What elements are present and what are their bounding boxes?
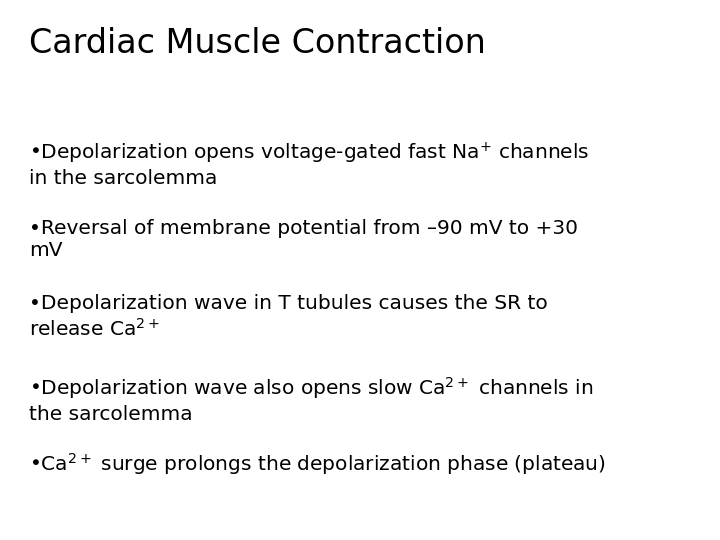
Text: •Depolarization wave also opens slow Ca$^{\mathsf{2+}}$ channels in
the sarcolem: •Depolarization wave also opens slow Ca$… [29, 375, 593, 424]
Text: •Reversal of membrane potential from –90 mV to +30
mV: •Reversal of membrane potential from –90… [29, 219, 577, 260]
Text: •Depolarization opens voltage-gated fast Na$^{\mathsf{+}}$ channels
in the sarco: •Depolarization opens voltage-gated fast… [29, 140, 589, 188]
Text: Cardiac Muscle Contraction: Cardiac Muscle Contraction [29, 27, 486, 60]
Text: •Depolarization wave in T tubules causes the SR to
release Ca$^{\mathsf{2+}}$: •Depolarization wave in T tubules causes… [29, 294, 547, 340]
Text: •Ca$^{\mathsf{2+}}$ surge prolongs the depolarization phase (plateau): •Ca$^{\mathsf{2+}}$ surge prolongs the d… [29, 451, 606, 477]
